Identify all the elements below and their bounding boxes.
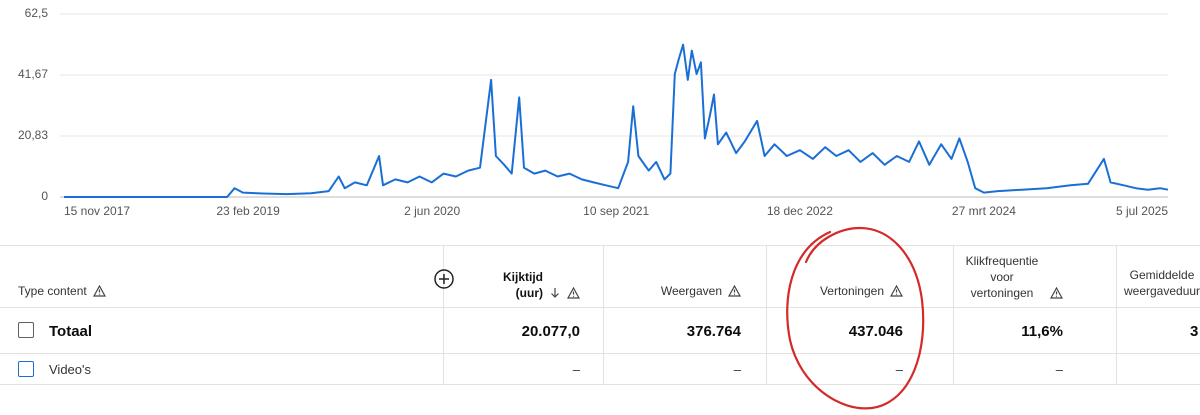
header-text: Gemiddelde weergaveduur [1124, 268, 1200, 298]
header-text: Klikfrequentie voor vertoningen [965, 254, 1039, 300]
column-header[interactable]: Gemiddelde weergaveduur [1124, 267, 1200, 299]
column-header[interactable]: Klikfrequentie voor vertoningen [960, 253, 1063, 301]
line-series [64, 43, 1169, 198]
x-tick-label: 2 jun 2020 [404, 204, 460, 218]
warning-icon [1050, 287, 1063, 299]
column-border [443, 245, 444, 385]
row-border [0, 307, 1200, 308]
column-header: Type content [18, 283, 106, 299]
sort-arrow [551, 288, 559, 298]
column-header[interactable]: Kijktijd (uur) [480, 269, 580, 301]
y-tick-label: 0 [41, 189, 48, 203]
metrics-table: Type content Kijktijd (uur) Weergaven Ve… [0, 245, 1200, 385]
header-text: Type content [18, 284, 87, 298]
header-text: Vertoningen [819, 284, 884, 298]
header-text: Weergaven [660, 284, 722, 298]
cell-value: 376.764 [686, 323, 741, 340]
cell-value: – [895, 362, 903, 377]
x-tick-label: 23 feb 2019 [216, 204, 280, 218]
row-label: Video's [49, 362, 91, 377]
x-tick-label: 27 mrt 2024 [952, 204, 1016, 218]
y-tick-label: 20,83 [18, 128, 48, 142]
cell-value: – [572, 362, 580, 377]
cell-value: 3 [1190, 323, 1199, 340]
warning-icon [92, 285, 106, 297]
x-tick-label: 10 sep 2021 [583, 204, 649, 218]
checkbox[interactable] [18, 361, 34, 377]
row-border [0, 245, 1200, 246]
x-tick-label: 15 nov 2017 [64, 204, 130, 218]
cell-value: – [733, 362, 741, 377]
row-label: Totaal [49, 323, 93, 340]
warning-icon [728, 285, 741, 297]
cell-value: 11,6% [1021, 323, 1063, 340]
column-border [766, 245, 767, 385]
warning-icon [567, 287, 580, 299]
cell-value: – [1055, 362, 1063, 377]
y-tick-label: 62,5 [25, 6, 49, 20]
chart: 0 20,83 41,67 62,5 15 nov 2017 23 feb 2019 2 j… [18, 6, 1169, 218]
column-header[interactable]: Vertoningen [772, 283, 903, 299]
column-border [603, 245, 604, 385]
y-tick-label: 41,67 [18, 67, 48, 81]
header-text: Kijktijd (uur) [502, 270, 543, 300]
column-border [953, 245, 954, 385]
checkbox[interactable] [18, 322, 34, 338]
row-border [0, 384, 1200, 385]
column-border [1116, 245, 1117, 385]
cell-value: 20.077,0 [521, 323, 580, 340]
warning-icon [890, 285, 903, 297]
add-column-button[interactable] [433, 268, 455, 290]
x-tick-label: 5 jul 2025 [1116, 204, 1168, 218]
row-border [0, 353, 1200, 354]
column-header[interactable]: Weergaven [610, 283, 741, 299]
x-tick-label: 18 dec 2022 [767, 204, 833, 218]
cell-value: 437.046 [848, 323, 903, 340]
